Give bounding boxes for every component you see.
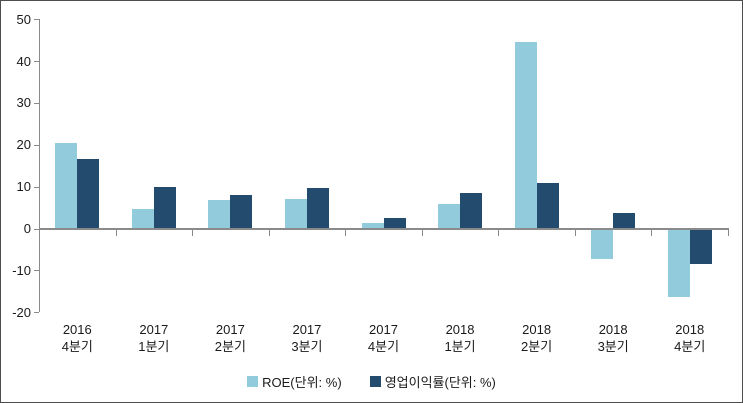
bar-roe-9 (667, 228, 690, 298)
x-axis-category-line: 1분기 (138, 339, 170, 354)
legend-label: 영업이익률(단위: %) (384, 375, 496, 390)
bar-roe-4 (284, 198, 307, 229)
bar-roe-1 (55, 143, 78, 229)
x-axis-category-label: 2018 2분기 (498, 321, 575, 355)
x-axis-tick (421, 229, 423, 236)
x-axis-category-line: 2016 (62, 322, 92, 337)
x-axis-tick (268, 229, 270, 236)
legend: ROE(단위: %) 영업이익률(단위: %) (1, 372, 742, 391)
y-axis-tick (34, 228, 39, 230)
x-axis-category-line: 3분기 (597, 339, 629, 354)
legend-item: 영업이익률(단위: %) (369, 372, 496, 391)
bar-operating-margin-1 (77, 159, 100, 229)
x-axis-category-label: 2018 1분기 (422, 321, 499, 355)
x-axis-tick (651, 229, 653, 236)
x-axis-line (39, 227, 729, 230)
x-axis-category-label: 2018 4분기 (651, 321, 728, 355)
bar-operating-margin-3 (230, 194, 253, 229)
x-axis-category-line: 2018 (522, 322, 552, 337)
y-axis-tick (34, 312, 39, 314)
bar-operating-margin-4 (306, 187, 329, 229)
bar-roe-6 (438, 203, 461, 229)
y-axis-tick (34, 186, 39, 188)
y-axis-tick-label: 10 (16, 179, 31, 195)
x-axis-tick (728, 229, 729, 236)
x-axis-category-line: 2017 (139, 322, 169, 337)
x-axis-category-label: 2017 2분기 (192, 321, 269, 355)
x-axis-category-label: 2016 4분기 (39, 321, 116, 355)
x-axis-category-line: 1분기 (444, 339, 476, 354)
x-axis-category-line: 2017 (369, 322, 398, 337)
bar-operating-margin-7 (536, 183, 559, 229)
bar-operating-margin-5 (383, 217, 406, 229)
y-axis-tick-label: 50 (16, 11, 31, 27)
y-axis-tick-label: -20 (12, 304, 31, 320)
y-axis-tick-label: 30 (16, 95, 31, 111)
bar-roe-8 (591, 228, 614, 259)
x-axis-category-line: 2018 (445, 322, 475, 337)
legend-swatch-icon (247, 376, 259, 387)
x-axis-tick (192, 229, 194, 236)
bar-roe-3 (208, 200, 231, 229)
y-axis-tick (34, 19, 39, 21)
x-axis-category-line: 2분기 (214, 339, 246, 354)
y-axis-line (39, 19, 40, 313)
x-axis-category-label: 2017 4분기 (345, 321, 422, 355)
y-axis-tick-label: 0 (23, 221, 31, 236)
legend-label: ROE(단위: %) (262, 375, 342, 390)
x-axis-category-line: 2018 (598, 322, 628, 337)
bar-roe-7 (514, 42, 537, 229)
x-axis-category-line: 2017 (292, 322, 322, 337)
legend-swatch-icon (369, 376, 381, 387)
x-axis-category-line: 4분기 (367, 339, 400, 354)
x-axis-category-line: 3분기 (291, 339, 323, 354)
bar-roe-5 (361, 223, 384, 229)
bar-operating-margin-8 (613, 213, 636, 229)
bar-roe-2 (131, 209, 154, 229)
y-axis-tick-label: -10 (12, 262, 31, 278)
y-axis-tick (34, 102, 39, 104)
x-axis-tick (115, 229, 117, 236)
bar-operating-margin-9 (689, 228, 712, 265)
x-axis-category-label: 2017 1분기 (116, 321, 193, 355)
x-axis-category-line: 2분기 (521, 339, 553, 354)
x-axis-category-label: 2017 3분기 (269, 321, 346, 355)
y-axis-tick (34, 144, 39, 146)
x-axis-tick (574, 229, 576, 236)
bar-operating-margin-2 (153, 187, 176, 229)
x-axis-tick (498, 229, 500, 236)
x-axis-category-line: 2017 (215, 322, 245, 337)
x-axis-category-label: 2018 3분기 (575, 321, 652, 355)
legend-item: ROE(단위: %) (247, 372, 342, 391)
y-axis-tick (34, 61, 39, 63)
x-axis-tick (345, 229, 347, 236)
bar-operating-margin-6 (460, 193, 483, 229)
y-axis-tick-label: 20 (16, 137, 31, 153)
x-axis-category-line: 4분기 (674, 339, 706, 354)
x-axis-category-line: 2018 (675, 322, 705, 337)
y-axis-tick-label: 40 (16, 53, 31, 69)
y-axis-tick (34, 270, 39, 272)
x-axis-category-line: 4분기 (61, 339, 93, 354)
